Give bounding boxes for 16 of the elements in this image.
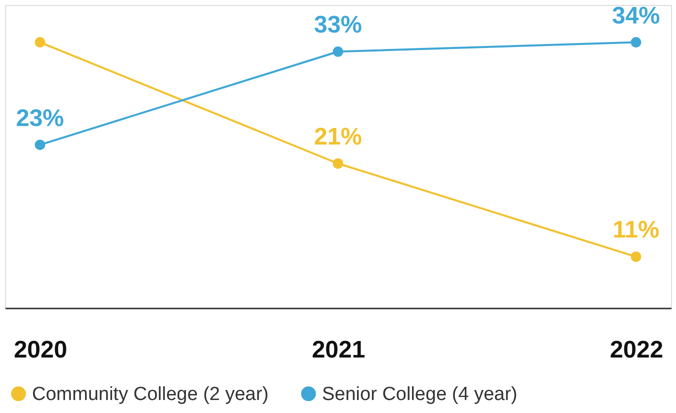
- x-tick-label: 2022: [610, 336, 664, 364]
- data-label: 23%: [16, 104, 64, 132]
- point: [630, 251, 642, 262]
- point: [332, 46, 344, 57]
- legend-label: Community College (2 year): [32, 384, 269, 405]
- legend-label: Senior College (4 year): [322, 384, 518, 405]
- data-label: 34%: [612, 2, 660, 30]
- point: [630, 37, 642, 48]
- point: [332, 158, 344, 169]
- point: [34, 37, 46, 48]
- data-label: 21%: [314, 123, 362, 150]
- point: [34, 140, 46, 150]
- x-tick-label: 2020: [14, 336, 68, 364]
- x-tick-label: 2021: [312, 336, 366, 364]
- data-label: 33%: [314, 12, 362, 39]
- data-label: 11%: [612, 216, 660, 244]
